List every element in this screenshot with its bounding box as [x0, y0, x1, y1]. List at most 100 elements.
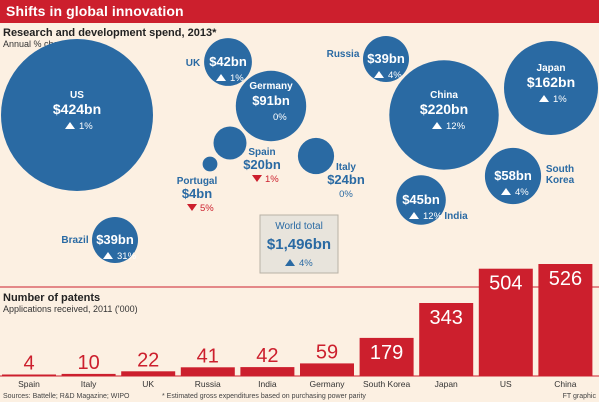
- bubble-russia: [363, 36, 409, 82]
- bubble-japan: [504, 41, 598, 135]
- change-triangle-icon: [432, 122, 442, 129]
- world-total-background: [259, 214, 339, 274]
- bar-label-china: China: [554, 379, 576, 389]
- bubble-name-india: India: [444, 211, 468, 222]
- change-triangle-icon: [409, 212, 419, 219]
- bubble-name-japan: Japan: [537, 63, 566, 74]
- bar-value-spain: 4: [23, 353, 34, 375]
- bubble-change-uk: 1%: [230, 73, 244, 84]
- bubble-brazil: [92, 217, 138, 263]
- bubble-portugal: [202, 156, 218, 172]
- change-triangle-icon: [187, 204, 197, 211]
- world-total-value: $1,496bn: [267, 236, 331, 253]
- bar-label-india: India: [258, 379, 277, 389]
- bubble-name-uk: UK: [186, 58, 201, 69]
- bubble-china: [389, 60, 499, 170]
- bubble-change-japan: 1%: [553, 94, 567, 105]
- bubble-name-italy: Italy: [336, 162, 356, 173]
- bubble-value-spain: $20bn: [243, 157, 281, 172]
- bubble-value-portugal: $4bn: [182, 186, 212, 201]
- change-triangle-icon: [501, 188, 511, 195]
- bar-label-south-korea: South Korea: [363, 379, 411, 389]
- bar-russia: [180, 367, 235, 376]
- bubble-uk: [204, 38, 252, 86]
- patents-chart-subtitle: Applications received, 2011 ('000): [3, 304, 138, 314]
- bubble-name-us: US: [70, 90, 84, 101]
- footer-sources: Sources: Battelle; R&D Magazine; WIPO: [3, 393, 130, 400]
- bubble-name-south-korea: Korea: [546, 175, 575, 186]
- bubble-change-portugal: 5%: [200, 203, 214, 214]
- bubble-change-us: 1%: [79, 121, 93, 132]
- bar-uk: [121, 371, 176, 376]
- bubble-value-russia: $39bn: [367, 51, 405, 66]
- bar-us: [478, 268, 533, 376]
- bubble-us: [1, 39, 153, 191]
- bar-south-korea: [359, 337, 414, 376]
- bar-japan: [419, 303, 474, 376]
- bubble-change-spain: 1%: [265, 174, 279, 185]
- bar-label-italy: Italy: [81, 379, 97, 389]
- change-triangle-icon: [252, 175, 262, 182]
- bar-label-us: US: [500, 379, 512, 389]
- bar-label-spain: Spain: [18, 379, 40, 389]
- bubble-name-china: China: [430, 90, 458, 101]
- bubble-value-india: $45bn: [402, 192, 440, 207]
- bar-value-russia: 41: [197, 345, 219, 367]
- bar-india: [240, 367, 295, 376]
- bubble-name-russia: Russia: [327, 49, 360, 60]
- bar-spain: [2, 374, 56, 376]
- up-triangle-icon: [285, 259, 295, 266]
- change-triangle-icon: [539, 95, 549, 102]
- rd-chart-title: Research and development spend, 2013*: [3, 27, 217, 39]
- bar-germany: [300, 363, 354, 376]
- bubble-india: [396, 175, 446, 225]
- bubble-value-uk: $42bn: [209, 54, 247, 69]
- header-bar: Shifts in global innovation: [0, 0, 599, 23]
- bar-value-uk: 22: [137, 349, 159, 371]
- bar-label-uk: UK: [142, 379, 154, 389]
- bar-label-japan: Japan: [435, 379, 458, 389]
- bar-value-china: 526: [549, 268, 582, 290]
- world-total-change: 4%: [299, 258, 313, 269]
- bubble-name-brazil: Brazil: [61, 235, 88, 246]
- bubble-change-brazil: 31%: [117, 251, 137, 262]
- world-total-label: World total: [275, 221, 323, 232]
- bubble-name-spain: Spain: [248, 147, 275, 158]
- bar-value-japan: 343: [430, 307, 463, 329]
- change-triangle-icon: [65, 122, 75, 129]
- page-title: Shifts in global innovation: [6, 3, 184, 19]
- bar-label-germany: Germany: [310, 379, 346, 389]
- patents-chart-title: Number of patents: [3, 292, 100, 304]
- change-triangle-icon: [374, 71, 384, 78]
- bar-value-germany: 59: [316, 341, 338, 363]
- change-triangle-icon: [216, 74, 226, 81]
- bubble-value-italy: $24bn: [327, 172, 365, 187]
- bubble-change-italy: 0%: [339, 189, 353, 200]
- bubble-value-brazil: $39bn: [96, 232, 134, 247]
- bubble-change-china: 12%: [446, 121, 466, 132]
- bar-china: [538, 264, 593, 376]
- bubble-change-india: 12%: [423, 211, 443, 222]
- footer-credit: FT graphic: [563, 393, 597, 400]
- bubble-spain: [213, 126, 247, 160]
- bar-value-us: 504: [489, 273, 522, 295]
- bubble-name-germany: Germany: [249, 81, 293, 92]
- bubble-value-us: $424bn: [53, 101, 101, 117]
- change-triangle-icon: [103, 252, 113, 259]
- bubble-change-south-korea: 4%: [515, 187, 529, 198]
- bubble-value-germany: $91bn: [252, 93, 290, 108]
- bubble-change-germany: 0%: [273, 112, 287, 123]
- bar-label-russia: Russia: [195, 379, 221, 389]
- bar-value-india: 42: [256, 345, 278, 367]
- footer-note: * Estimated gross expenditures based on …: [162, 393, 366, 400]
- bubble-germany: [235, 70, 307, 142]
- bubble-name-south-korea: South: [546, 164, 574, 175]
- bar-italy: [61, 373, 116, 376]
- bubble-italy: [297, 137, 335, 175]
- bubble-value-japan: $162bn: [527, 74, 575, 90]
- bubble-value-china: $220bn: [420, 101, 468, 117]
- bubble-change-russia: 4%: [388, 70, 402, 81]
- bubble-group: US$424bn 1% $39bn 31% Brazil $42bn 1% UK Germany…: [1, 36, 598, 263]
- bar-value-south-korea: 179: [370, 342, 403, 364]
